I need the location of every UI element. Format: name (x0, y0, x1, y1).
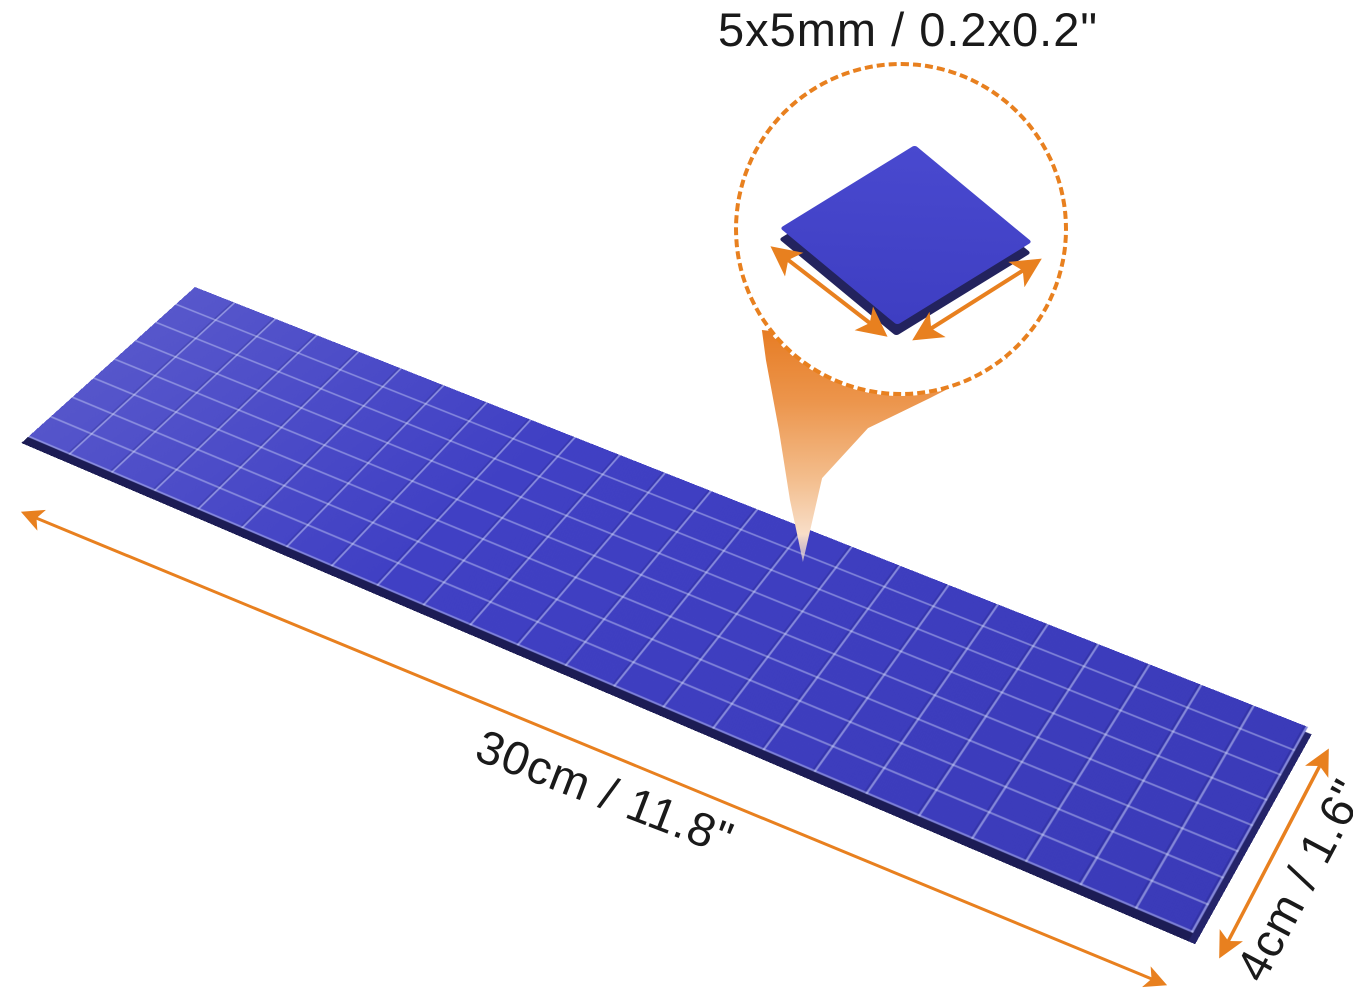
piece-size-label: 5x5mm / 0.2x0.2" (717, 3, 1099, 56)
length-dimension-label: 30cm / 11.8" (469, 718, 741, 866)
